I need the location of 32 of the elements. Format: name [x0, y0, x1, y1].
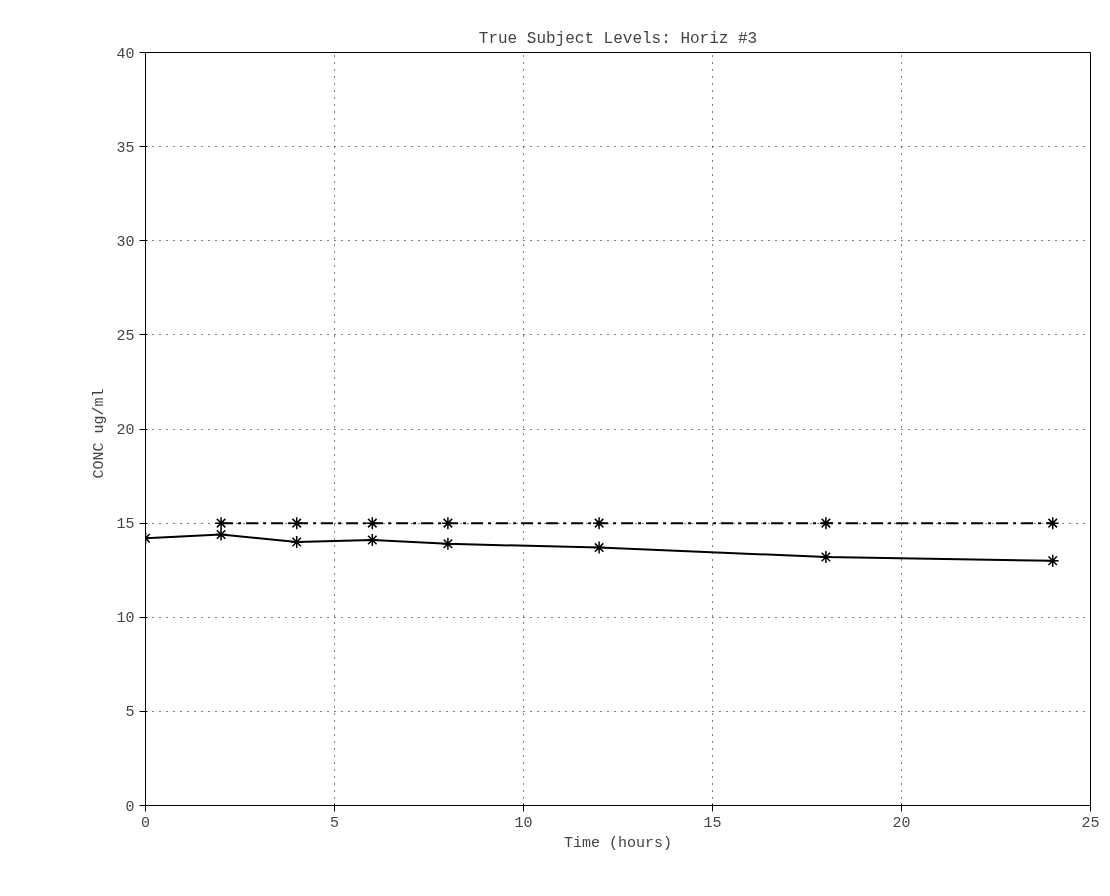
- y-tick-label: 15: [116, 516, 135, 534]
- y-tick-label: 30: [116, 233, 135, 251]
- point: [1045, 554, 1060, 568]
- point: [365, 533, 380, 547]
- point: [289, 516, 304, 530]
- point: [289, 535, 304, 549]
- y-tick-label: 10: [116, 610, 135, 628]
- point: [819, 550, 833, 564]
- x-tick-label: 15: [703, 814, 722, 832]
- y-tick-label: 35: [116, 139, 135, 157]
- y-axis-title: CONC ug/ml: [91, 388, 109, 479]
- point: [365, 516, 380, 530]
- point: [214, 527, 228, 542]
- x-tick-label: 20: [892, 814, 911, 832]
- chart-title: True Subject Levels: Horiz #3: [478, 29, 758, 48]
- point: [819, 516, 833, 530]
- y-tick-label: 0: [125, 798, 135, 816]
- point: [1045, 516, 1060, 530]
- point: [441, 516, 455, 530]
- x-tick-label: 5: [330, 814, 340, 832]
- x-tick-label: 10: [514, 814, 533, 832]
- y-tick-label: 40: [116, 45, 135, 63]
- y-tick-label: 25: [116, 327, 135, 345]
- y-tick-label: 5: [125, 704, 135, 722]
- point: [592, 540, 606, 555]
- x-axis-title: Time (hours): [563, 834, 673, 852]
- y-tick-label: 20: [116, 422, 135, 439]
- x-tick-label: 25: [1081, 814, 1100, 832]
- point: [592, 516, 606, 530]
- point: [214, 516, 228, 530]
- point: [441, 537, 455, 551]
- x-tick-label: 0: [141, 814, 151, 832]
